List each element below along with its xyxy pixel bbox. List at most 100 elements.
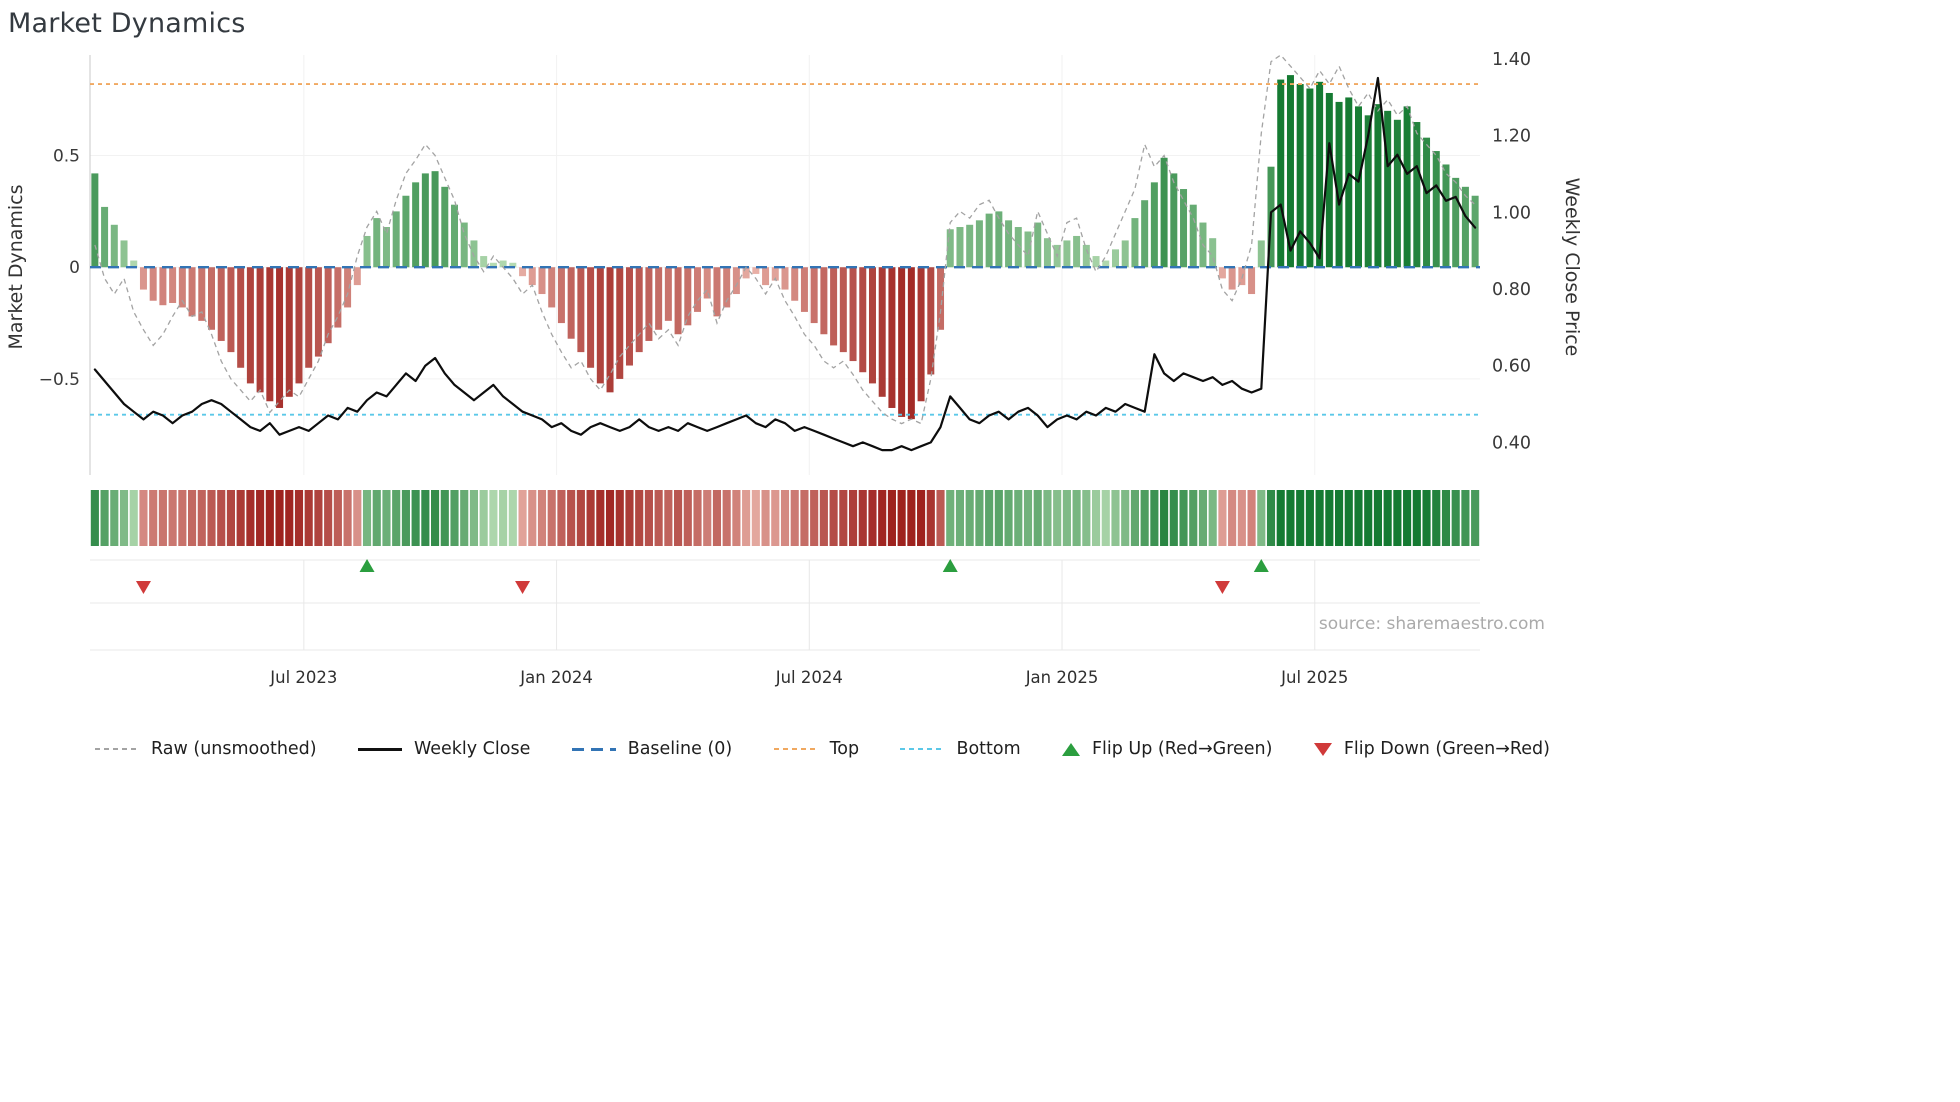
source-text: source: sharemaestro.com — [1319, 614, 1545, 634]
heatmap-cell — [188, 490, 197, 546]
heatmap-cell — [1247, 490, 1256, 546]
heatmap-cell — [1169, 490, 1178, 546]
oscillator-bar — [1150, 182, 1158, 268]
flip-up-marker — [942, 559, 958, 572]
heatmap-cell — [1237, 490, 1246, 546]
oscillator-bar — [810, 267, 818, 324]
legend-label: Flip Up (Red→Green) — [1091, 739, 1273, 759]
legend-item-raw-unsmoothed: Raw (unsmoothed) — [95, 739, 317, 759]
oscillator-bar — [1316, 81, 1324, 268]
heatmap-cell — [1315, 490, 1324, 546]
heatmap-cell — [1296, 490, 1305, 546]
x-tick-label: Jan 2025 — [1025, 668, 1099, 687]
heatmap-cell — [178, 490, 187, 546]
oscillator-bar — [723, 267, 731, 308]
heatmap-cell — [528, 490, 537, 546]
oscillator-bar — [1393, 119, 1401, 268]
oscillator-bar — [412, 182, 420, 268]
heatmap-cell — [1033, 490, 1042, 546]
heatmap-cell — [294, 490, 304, 546]
heatmap-cell — [985, 490, 994, 546]
left-tick-label: −0.5 — [39, 370, 80, 390]
heatmap-cell — [576, 490, 585, 546]
oscillator-bar — [1014, 227, 1022, 268]
heatmap-cell — [1218, 490, 1227, 546]
heatmap-cell — [1451, 490, 1460, 546]
oscillator-bar — [907, 267, 915, 420]
heatmap-cell — [1383, 490, 1392, 546]
heatmap-cell — [1023, 490, 1033, 546]
oscillator-bar — [1345, 97, 1353, 268]
oscillator-bar — [878, 267, 886, 397]
oscillator-bar — [577, 267, 585, 353]
heatmap-cell — [265, 490, 274, 546]
oscillator-bar — [567, 267, 575, 339]
oscillator-bar — [227, 267, 235, 353]
oscillator-bar — [519, 267, 527, 277]
heatmap-cell — [110, 490, 119, 546]
heatmap-cell — [431, 490, 440, 546]
oscillator-bar — [451, 204, 459, 268]
oscillator-bar — [1170, 173, 1178, 268]
oscillator-bar — [353, 267, 361, 286]
legend-item-top: Top — [773, 739, 859, 759]
heatmap-cell — [780, 490, 790, 546]
heatmap-cell — [1101, 490, 1110, 546]
oscillator-bar — [1355, 106, 1362, 268]
heatmap-cell — [1364, 490, 1373, 546]
heatmap-cell — [800, 490, 809, 546]
heatmap-cell — [674, 490, 683, 546]
heatmap-cell — [625, 490, 634, 546]
heatmap-cell — [119, 490, 129, 546]
heatmap-cell — [499, 490, 508, 546]
oscillator-bar — [139, 267, 147, 290]
oscillator-bar — [1248, 267, 1256, 295]
oscillator-bar — [382, 227, 390, 268]
heatmap-cell — [469, 490, 479, 546]
flip-down-marker — [515, 581, 531, 594]
oscillator-bar — [1189, 204, 1197, 268]
oscillator-bar — [1403, 106, 1411, 268]
legend-item-baseline-0: Baseline (0) — [571, 739, 732, 759]
legend: Raw (unsmoothed) Weekly Close Baseline (0)… — [95, 739, 1550, 759]
heatmap-cell — [547, 490, 556, 546]
oscillator-bar — [694, 267, 702, 312]
heatmap-cell — [207, 490, 216, 546]
oscillator-bar — [606, 267, 614, 393]
oscillator-bar — [1024, 231, 1032, 268]
left-tick-label: 0 — [69, 258, 80, 278]
oscillator-bar — [868, 267, 876, 384]
heatmap-cell — [693, 490, 702, 546]
heatmap-cell — [197, 490, 206, 546]
heatmap-cell — [1432, 490, 1441, 546]
heatmap-cell — [897, 490, 906, 546]
heatmap-cell — [1344, 490, 1353, 546]
oscillator-bar — [149, 267, 157, 301]
heatmap-cell — [217, 490, 226, 546]
oscillator-bar — [859, 267, 867, 373]
flip-down-marker — [1214, 581, 1230, 594]
oscillator-bar — [285, 267, 293, 397]
oscillator-bar — [169, 267, 177, 303]
oscillator-bar — [1082, 244, 1090, 268]
oscillator-bar — [1238, 267, 1246, 286]
heatmap-cell — [246, 490, 255, 546]
heatmap-cell — [605, 490, 615, 546]
heatmap-cell — [955, 490, 965, 546]
heatmap-cell — [440, 490, 449, 546]
oscillator-bar — [839, 267, 847, 353]
heatmap-cell — [615, 490, 624, 546]
oscillator-bar — [674, 267, 682, 335]
reference-lines-layer — [90, 83, 1480, 416]
heatmap-cell — [1082, 490, 1091, 546]
heatmap-cell — [567, 490, 576, 546]
axis-ticks-layer: 0.5 0 −0.5 1.40 1.20 1.00 0.80 0.60 0.40 Jul 2023… — [39, 50, 1531, 687]
oscillator-bar — [1384, 110, 1392, 268]
heatmap-cell — [479, 490, 488, 546]
oscillator-bar — [198, 267, 206, 321]
oscillator-bar — [1141, 200, 1149, 268]
oscillator-bar — [295, 267, 303, 384]
oscillator-bar — [528, 267, 536, 286]
left-axis-label: Market Dynamics — [5, 184, 27, 349]
heatmap-cell — [771, 490, 780, 546]
